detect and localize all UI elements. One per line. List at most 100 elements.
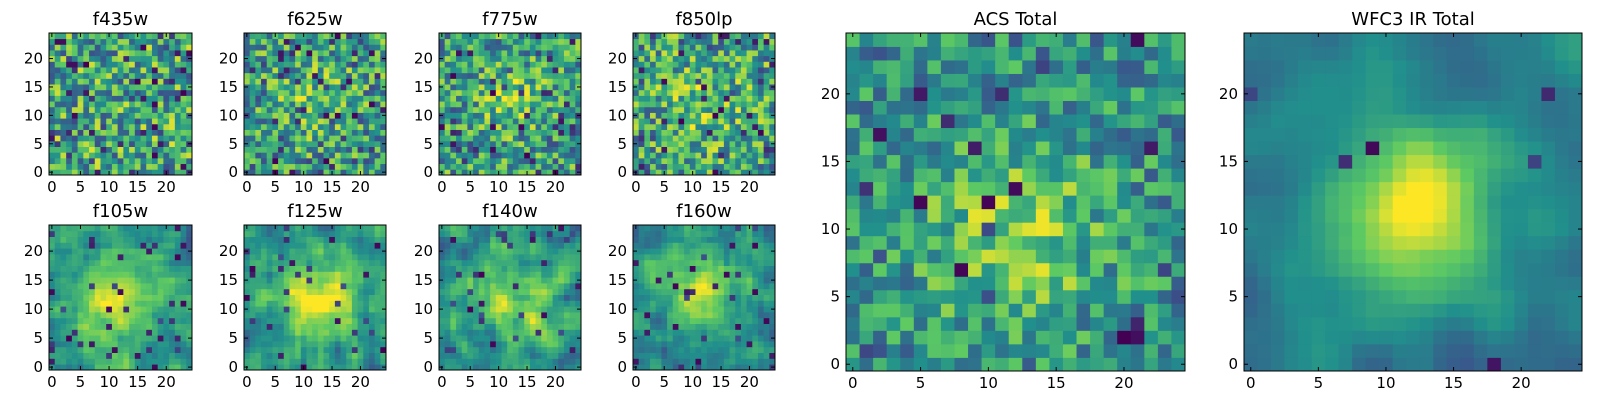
heatmap-cell xyxy=(507,254,514,261)
heatmap-cell xyxy=(450,294,457,301)
heatmap-cell xyxy=(456,230,463,237)
heatmap-cell xyxy=(174,140,181,147)
heatmap-cell xyxy=(638,33,645,40)
heatmap-cell xyxy=(278,288,285,295)
heatmap-cell xyxy=(151,259,159,266)
heatmap-cell xyxy=(701,44,708,51)
heatmap-cell xyxy=(255,317,262,324)
heatmap-cell xyxy=(490,84,497,91)
heatmap-cell xyxy=(295,346,302,353)
heatmap-cell xyxy=(444,95,451,102)
y-tick-label: 10 xyxy=(219,106,238,124)
heatmap-cell xyxy=(83,323,90,330)
heatmap-cell xyxy=(450,358,457,365)
heatmap-cell xyxy=(174,230,181,237)
heatmap-cell xyxy=(529,129,536,136)
y-tick-label: 15 xyxy=(24,271,43,289)
heatmap-cell xyxy=(295,277,302,284)
heatmap-cell xyxy=(283,352,290,359)
heatmap-cell xyxy=(723,163,730,170)
heatmap-cell xyxy=(473,61,480,68)
heatmap-cell xyxy=(718,140,725,147)
heatmap-cell xyxy=(272,288,279,295)
heatmap-cell xyxy=(763,323,770,330)
heatmap-cell xyxy=(552,163,559,170)
heatmap-cell xyxy=(323,283,330,290)
heatmap-cell xyxy=(752,50,759,57)
heatmap-cell xyxy=(752,329,759,336)
heatmap-cell xyxy=(163,236,170,243)
heatmap-cell xyxy=(655,140,662,147)
heatmap-cell xyxy=(746,294,753,301)
heatmap-cell xyxy=(380,33,387,40)
heatmap-cell xyxy=(695,312,702,319)
heatmap-cell xyxy=(71,146,78,153)
heatmap-cell xyxy=(535,72,542,79)
heatmap-cell xyxy=(266,67,273,74)
heatmap-cell xyxy=(66,265,73,272)
heatmap-cell xyxy=(363,169,370,176)
heatmap-cell xyxy=(490,163,497,170)
heatmap-cell xyxy=(134,358,141,365)
heatmap-cell xyxy=(283,44,290,51)
x-tick-label: 0 xyxy=(242,178,252,196)
heatmap-cell xyxy=(312,248,319,255)
heatmap-cell xyxy=(340,265,347,272)
heatmap-cell xyxy=(484,38,491,45)
heatmap-cell xyxy=(524,230,531,237)
heatmap-cell xyxy=(718,317,725,324)
heatmap-cell xyxy=(461,312,468,319)
heatmap-cell xyxy=(129,135,136,142)
heatmap-cell xyxy=(712,89,719,96)
heatmap-cell xyxy=(169,112,176,119)
heatmap-cell xyxy=(495,352,502,359)
heatmap-cell xyxy=(524,283,531,290)
heatmap-cell xyxy=(357,335,364,342)
heatmap-cell xyxy=(569,300,576,307)
heatmap-cell xyxy=(129,89,136,96)
heatmap-cell xyxy=(255,242,262,249)
heatmap-cell xyxy=(529,123,536,130)
heatmap-cell xyxy=(266,135,273,142)
heatmap-cell xyxy=(467,84,474,91)
heatmap-cell xyxy=(450,312,457,319)
heatmap-cells xyxy=(633,225,776,371)
heatmap-cell xyxy=(439,236,446,243)
heatmap-cell xyxy=(289,61,296,68)
heatmap-cell xyxy=(529,50,536,57)
heatmap-cell xyxy=(129,294,136,301)
heatmap-cell xyxy=(357,317,364,324)
heatmap-cell xyxy=(66,118,73,125)
heatmap-cell xyxy=(283,33,290,40)
heatmap-cell xyxy=(111,283,119,290)
heatmap-cell xyxy=(363,89,370,96)
heatmap-cell xyxy=(501,146,508,153)
heatmap-cell xyxy=(157,277,164,284)
heatmap-cell xyxy=(678,50,685,57)
heatmap-cell xyxy=(71,123,78,130)
heatmap-cells xyxy=(244,225,387,371)
heatmap-cell xyxy=(501,50,508,57)
heatmap-cell xyxy=(163,38,170,45)
heatmap-cell xyxy=(718,67,725,74)
heatmap-cell xyxy=(569,335,576,342)
heatmap-cell xyxy=(507,67,514,74)
heatmap-cell xyxy=(283,265,290,272)
heatmap-cell xyxy=(163,294,170,301)
heatmap-cell xyxy=(174,329,181,336)
heatmap-cell xyxy=(461,44,468,51)
heatmap-cell xyxy=(706,329,713,336)
heatmap-cell xyxy=(351,169,358,176)
heatmap-cell xyxy=(157,329,164,336)
heatmap-cell xyxy=(478,248,485,255)
heatmap-cell xyxy=(467,236,474,243)
heatmap-cell xyxy=(134,306,141,313)
heatmap-cell xyxy=(295,288,302,295)
heatmap-cell xyxy=(524,294,531,301)
heatmap-cell xyxy=(71,89,78,96)
heatmap-cell xyxy=(718,135,725,142)
heatmap-cell xyxy=(117,242,124,249)
heatmap-cell xyxy=(83,300,90,307)
heatmap-cell xyxy=(490,118,497,125)
heatmap-cell xyxy=(157,335,164,342)
